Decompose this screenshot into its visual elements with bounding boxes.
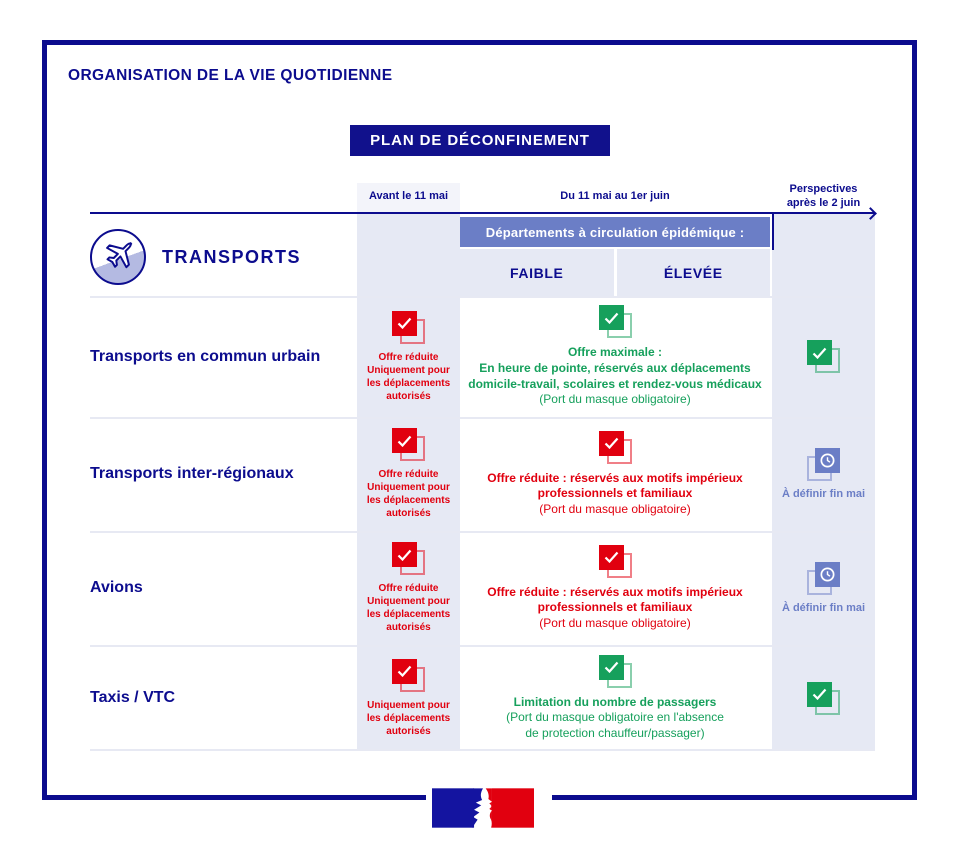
cell-middle: Limitation du nombre de passagers (Port … xyxy=(460,645,770,751)
row-label: Taxis / VTC xyxy=(90,689,176,706)
epidemic-band-cell: Départements à circulation épidémique : … xyxy=(460,214,770,296)
red-check-icon xyxy=(598,430,632,464)
cell-text: Offre réduite Uniquement pour les déplac… xyxy=(366,351,451,402)
cell-text: Offre réduite Uniquement pour les déplac… xyxy=(366,469,451,519)
cell-text: Offre réduite : réservés aux motifs impé… xyxy=(487,584,743,630)
cell-middle: Offre réduite : réservés aux motifs impé… xyxy=(460,417,770,531)
cell-middle: Offre maximale : En heure de pointe, rés… xyxy=(460,296,770,417)
green-check-icon xyxy=(598,305,632,339)
red-check-icon xyxy=(392,428,425,461)
cell-text: Offre réduite : réservés aux motifs impé… xyxy=(487,470,743,516)
red-check-icon xyxy=(392,542,425,575)
cell-avant: Offre réduite Uniquement pour les déplac… xyxy=(357,417,460,531)
row-label: Avions xyxy=(90,579,143,596)
cell-perspectives xyxy=(772,645,875,751)
row-separator xyxy=(90,531,875,533)
cell-text: Offre réduite Uniquement pour les déplac… xyxy=(366,583,451,633)
cell-empty-avant xyxy=(357,214,460,296)
subcolumn-faible: FAIBLE xyxy=(460,249,614,296)
red-check-icon xyxy=(598,544,632,578)
row-separator xyxy=(90,645,875,647)
section-label: TRANSPORTS xyxy=(162,246,302,267)
green-check-icon xyxy=(598,654,632,688)
column-header-perspectives: Perspectives après le 2 juin xyxy=(786,183,861,209)
row-separator xyxy=(90,296,875,298)
row-separator xyxy=(90,417,875,419)
column-header-middle: Du 11 mai au 1er juin xyxy=(560,189,670,202)
banner-title: PLAN DE DÉCONFINEMENT xyxy=(350,125,610,156)
logo-red-block xyxy=(491,788,534,828)
cell-empty-perspectives xyxy=(772,214,875,296)
row-label: Transports en commun urbain xyxy=(90,347,321,365)
timeline-tick xyxy=(772,214,774,250)
column-header-avant: Avant le 11 mai xyxy=(357,183,460,214)
epidemic-subcolumns: FAIBLE ÉLEVÉE xyxy=(460,249,770,296)
cell-text: À définir fin mai xyxy=(781,488,866,500)
timeline-line xyxy=(90,212,875,214)
cell-text: Limitation du nombre de passagers (Port … xyxy=(506,694,724,740)
deconfinement-table: Avant le 11 mai Du 11 mai au 1er juin Pe… xyxy=(90,183,877,751)
red-check-icon xyxy=(392,658,425,692)
cell-perspectives xyxy=(772,296,875,417)
cell-perspectives: À définir fin mai xyxy=(772,531,875,645)
cell-perspectives: À définir fin mai xyxy=(772,417,875,531)
airplane-icon xyxy=(90,229,146,285)
red-check-icon xyxy=(392,310,425,344)
cell-middle: Offre réduite : réservés aux motifs impé… xyxy=(460,531,770,645)
section-transports: TRANSPORTS xyxy=(90,214,357,296)
clock-icon xyxy=(807,448,840,481)
row-separator xyxy=(90,749,875,751)
logo-blue-block xyxy=(432,788,475,828)
cell-text: Offre maximale : En heure de pointe, rés… xyxy=(468,345,762,407)
subcolumn-divider xyxy=(613,249,617,296)
subcolumn-elevee: ÉLEVÉE xyxy=(616,249,770,296)
row-label: Transports inter-régionaux xyxy=(90,465,294,482)
clock-icon xyxy=(807,562,840,595)
page-title: ORGANISATION DE LA VIE QUOTIDIENNE xyxy=(68,67,393,84)
border-frame: ORGANISATION DE LA VIE QUOTIDIENNE PLAN … xyxy=(42,40,917,830)
cell-text: Uniquement pour les déplacements autoris… xyxy=(366,699,451,737)
cell-text: À définir fin mai xyxy=(781,602,866,614)
green-check-icon xyxy=(807,340,840,373)
cell-avant: Offre réduite Uniquement pour les déplac… xyxy=(357,296,460,417)
cell-avant: Uniquement pour les déplacements autoris… xyxy=(357,645,460,751)
cell-avant: Offre réduite Uniquement pour les déplac… xyxy=(357,531,460,645)
green-check-icon xyxy=(807,681,840,715)
marianne-logo xyxy=(426,786,552,830)
epidemic-band: Départements à circulation épidémique : xyxy=(460,217,770,247)
